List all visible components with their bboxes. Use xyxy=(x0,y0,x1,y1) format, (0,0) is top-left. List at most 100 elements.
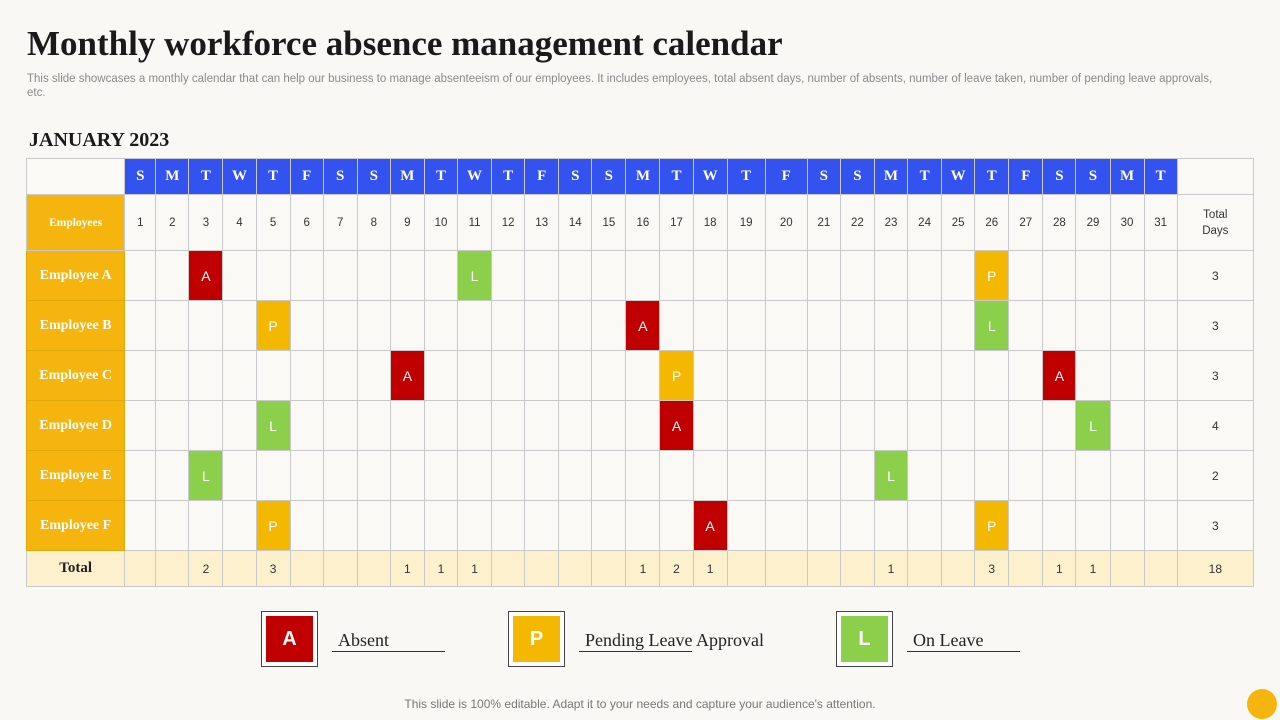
day-cell[interactable] xyxy=(1008,500,1044,551)
day-cell[interactable] xyxy=(941,250,976,301)
day-cell[interactable] xyxy=(726,400,766,451)
day-cell[interactable] xyxy=(764,350,808,401)
day-cell[interactable] xyxy=(524,400,560,451)
day-cell[interactable] xyxy=(692,300,728,351)
status-cell[interactable]: P xyxy=(255,300,291,351)
day-cell[interactable] xyxy=(524,250,560,301)
day-cell[interactable] xyxy=(941,400,976,451)
day-cell[interactable] xyxy=(1075,450,1111,501)
day-cell[interactable] xyxy=(764,300,808,351)
day-cell[interactable] xyxy=(625,350,661,401)
day-cell[interactable] xyxy=(491,300,526,351)
day-cell[interactable] xyxy=(456,300,493,351)
day-cell[interactable] xyxy=(726,300,766,351)
day-cell[interactable] xyxy=(907,300,943,351)
day-cell[interactable] xyxy=(524,300,560,351)
day-cell[interactable] xyxy=(124,350,157,401)
day-cell[interactable] xyxy=(941,500,976,551)
day-cell[interactable] xyxy=(155,300,190,351)
day-cell[interactable] xyxy=(591,250,627,301)
day-cell[interactable] xyxy=(456,450,493,501)
day-cell[interactable] xyxy=(255,350,291,401)
day-cell[interactable] xyxy=(974,450,1010,501)
day-cell[interactable] xyxy=(322,400,358,451)
day-cell[interactable] xyxy=(873,250,909,301)
day-cell[interactable] xyxy=(524,450,560,501)
day-cell[interactable] xyxy=(389,400,425,451)
day-cell[interactable] xyxy=(124,300,157,351)
day-cell[interactable] xyxy=(1008,450,1044,501)
day-cell[interactable] xyxy=(491,500,526,551)
day-cell[interactable] xyxy=(322,300,358,351)
day-cell[interactable] xyxy=(558,400,593,451)
status-cell[interactable]: P xyxy=(255,500,291,551)
day-cell[interactable] xyxy=(322,250,358,301)
day-cell[interactable] xyxy=(356,450,391,501)
status-cell[interactable]: P xyxy=(659,350,694,401)
day-cell[interactable] xyxy=(806,300,841,351)
day-cell[interactable] xyxy=(124,450,157,501)
day-cell[interactable] xyxy=(907,450,943,501)
day-cell[interactable] xyxy=(1075,350,1111,401)
day-cell[interactable] xyxy=(839,300,875,351)
day-cell[interactable] xyxy=(726,450,766,501)
day-cell[interactable] xyxy=(289,500,324,551)
day-cell[interactable] xyxy=(222,300,257,351)
day-cell[interactable] xyxy=(222,500,257,551)
day-cell[interactable] xyxy=(491,250,526,301)
day-cell[interactable] xyxy=(289,250,324,301)
day-cell[interactable] xyxy=(591,350,627,401)
day-cell[interactable] xyxy=(1042,300,1077,351)
status-cell[interactable]: A xyxy=(1042,350,1077,401)
day-cell[interactable] xyxy=(423,300,459,351)
day-cell[interactable] xyxy=(1008,350,1044,401)
day-cell[interactable] xyxy=(124,250,157,301)
status-cell[interactable]: L xyxy=(873,450,909,501)
day-cell[interactable] xyxy=(591,450,627,501)
day-cell[interactable] xyxy=(1075,500,1111,551)
day-cell[interactable] xyxy=(356,400,391,451)
day-cell[interactable] xyxy=(558,450,593,501)
day-cell[interactable] xyxy=(806,500,841,551)
day-cell[interactable] xyxy=(692,350,728,401)
day-cell[interactable] xyxy=(456,500,493,551)
day-cell[interactable] xyxy=(726,350,766,401)
day-cell[interactable] xyxy=(941,450,976,501)
day-cell[interactable] xyxy=(1042,450,1077,501)
day-cell[interactable] xyxy=(456,350,493,401)
day-cell[interactable] xyxy=(124,500,157,551)
day-cell[interactable] xyxy=(491,450,526,501)
day-cell[interactable] xyxy=(356,500,391,551)
day-cell[interactable] xyxy=(726,250,766,301)
day-cell[interactable] xyxy=(839,500,875,551)
day-cell[interactable] xyxy=(941,350,976,401)
day-cell[interactable] xyxy=(423,400,459,451)
day-cell[interactable] xyxy=(1143,350,1178,401)
day-cell[interactable] xyxy=(1143,300,1178,351)
day-cell[interactable] xyxy=(322,350,358,401)
day-cell[interactable] xyxy=(255,450,291,501)
status-cell[interactable]: L xyxy=(188,450,224,501)
day-cell[interactable] xyxy=(423,250,459,301)
day-cell[interactable] xyxy=(764,450,808,501)
status-cell[interactable]: L xyxy=(255,400,291,451)
day-cell[interactable] xyxy=(659,300,694,351)
day-cell[interactable] xyxy=(558,300,593,351)
day-cell[interactable] xyxy=(155,500,190,551)
day-cell[interactable] xyxy=(1042,500,1077,551)
day-cell[interactable] xyxy=(974,350,1010,401)
day-cell[interactable] xyxy=(764,500,808,551)
day-cell[interactable] xyxy=(659,450,694,501)
day-cell[interactable] xyxy=(155,350,190,401)
day-cell[interactable] xyxy=(222,400,257,451)
day-cell[interactable] xyxy=(625,450,661,501)
day-cell[interactable] xyxy=(873,500,909,551)
day-cell[interactable] xyxy=(659,250,694,301)
day-cell[interactable] xyxy=(155,250,190,301)
day-cell[interactable] xyxy=(423,500,459,551)
status-cell[interactable]: A xyxy=(625,300,661,351)
day-cell[interactable] xyxy=(941,300,976,351)
day-cell[interactable] xyxy=(873,350,909,401)
day-cell[interactable] xyxy=(1109,350,1145,401)
day-cell[interactable] xyxy=(188,300,224,351)
